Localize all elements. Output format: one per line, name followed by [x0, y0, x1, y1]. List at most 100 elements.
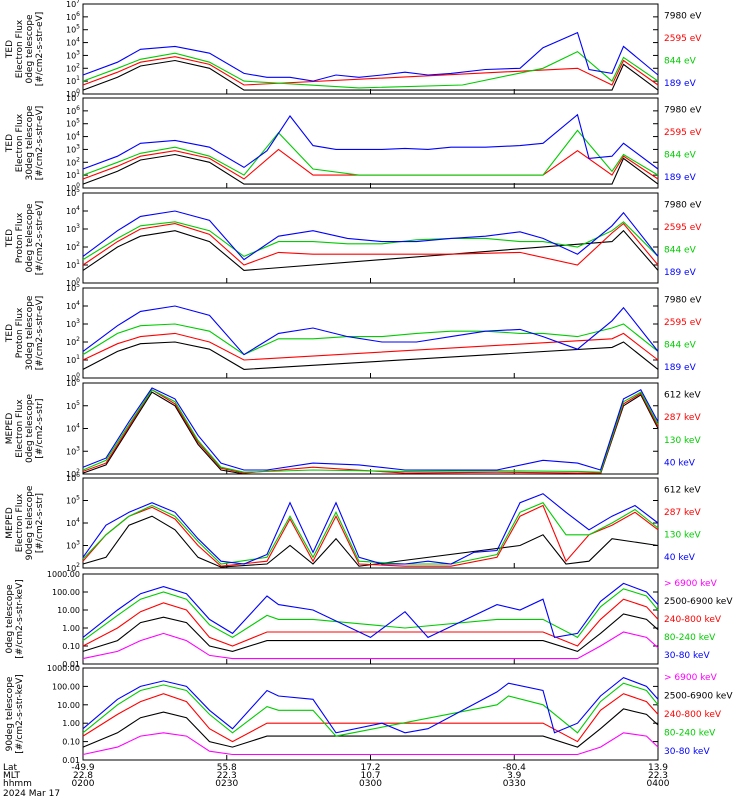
legend-entry: 30-80 keV	[664, 651, 710, 661]
panel-8: 1000.00 100.00 10.00 1.00 0.10 0.01 90deg tele…	[5, 664, 733, 765]
legend-entry: 189 eV	[664, 363, 697, 373]
legend-entry: 40 keV	[664, 553, 696, 563]
y-tick-label: 102	[66, 336, 80, 347]
series-line-30-80-kev	[82, 676, 659, 734]
y-tick-label: 1000.00	[47, 664, 80, 673]
y-axis-label: TED	[5, 40, 15, 59]
y-tick-label: 101	[66, 354, 80, 365]
y-tick-label: 10.00	[57, 606, 80, 615]
y-tick-label: 103	[66, 143, 80, 154]
series-line-80-240-kev	[82, 588, 659, 642]
y-tick-label: 102	[66, 241, 80, 252]
y-tick-label: 107	[66, 0, 80, 9]
footer-mlt: 3.9	[507, 771, 522, 781]
y-axis-label: [#/cm2-s-str-eV]	[35, 106, 45, 181]
y-axis-label: Proton Flux	[15, 307, 25, 358]
series-line-7980-ev	[82, 229, 659, 271]
footer-row-label: MLT	[3, 771, 21, 781]
y-axis-label: [#/cm2-s-str]	[35, 493, 45, 553]
y-tick-label: 105	[66, 495, 80, 506]
legend-entry: 844 eV	[664, 56, 697, 66]
legend-entry: 287 keV	[664, 508, 701, 518]
series-line-7980-ev	[82, 153, 659, 185]
y-axis-label: MEPED	[5, 413, 15, 445]
y-axis-label: MEPED	[5, 507, 15, 539]
footer-lat: 17.2	[360, 763, 380, 773]
legend-entry: 189 eV	[664, 79, 697, 89]
series-line-40-kev	[82, 387, 659, 471]
legend-entry: 7980 eV	[664, 105, 702, 115]
y-axis-label: [#/cm2-s-str-eV]	[35, 296, 45, 371]
y-tick-label: 105	[66, 187, 80, 198]
y-tick-label: 106	[66, 105, 80, 116]
y-axis-label: 0deg telescope	[5, 584, 15, 654]
footer-date: 2024 Mar 17	[3, 789, 60, 799]
legend-entry: 2595 eV	[664, 128, 702, 138]
y-axis-label: 90deg telescope	[5, 676, 15, 751]
series-line-287-kev	[82, 504, 659, 567]
y-axis-label: TED	[5, 134, 15, 153]
series-line-240-800-kev	[82, 693, 659, 743]
y-tick-label: 101	[66, 259, 80, 270]
legend-entry: 40 keV	[664, 459, 696, 469]
series-line-189-ev	[82, 305, 659, 356]
panel-5: 102 103 104 105 106 MEPED Electron Flux 0deg te…	[5, 377, 701, 479]
y-tick-label: 104	[66, 205, 80, 216]
y-axis-label: Electron Flux	[15, 399, 25, 458]
panel-3: 100 101 102 103 104 105 TED Proton Flux 0deg tel…	[5, 187, 702, 288]
panel-frame	[82, 287, 659, 379]
y-tick-label: 105	[66, 118, 80, 129]
legend-entry: 240-800 keV	[664, 615, 722, 625]
series-line-844-ev	[82, 50, 659, 89]
y-tick-label: 100	[66, 277, 80, 288]
series-line-2595-ev	[82, 148, 659, 180]
y-tick-label: 104	[66, 517, 80, 528]
legend-entry: 844 eV	[664, 340, 697, 350]
footer-hhmm: 0230	[215, 779, 238, 789]
y-tick-label: 102	[66, 468, 80, 479]
y-axis-label: 30deg telescope	[25, 295, 35, 370]
legend-entry: 189 eV	[664, 173, 697, 183]
legend-entry: 130 keV	[664, 530, 701, 540]
y-tick-label: 103	[66, 445, 80, 456]
footer-mlt: 22.8	[73, 771, 93, 781]
y-axis-label: 0deg telescope	[25, 203, 35, 273]
legend-entry: 130 keV	[664, 436, 701, 446]
y-axis-label: [#/cm2-s-str-eV]	[35, 12, 45, 87]
series-line-844-ev	[82, 221, 659, 261]
panel-6: 102 103 104 105 106 MEPED Electron Flux 90deg t…	[5, 472, 701, 573]
panel-frame	[82, 667, 659, 761]
footer-hhmm: 0400	[647, 779, 670, 789]
y-tick-label: 0.01	[62, 660, 80, 669]
y-axis-label: 0deg telescope	[25, 394, 35, 464]
legend-entry: 2500-6900 keV	[664, 692, 733, 702]
series-line-7980-ev	[82, 59, 659, 91]
panel-frame	[82, 97, 659, 189]
y-tick-label: 10.00	[57, 701, 80, 710]
y-tick-label: 100.00	[52, 682, 80, 691]
series-line-844-ev	[82, 129, 659, 176]
footer-mlt: 10.7	[360, 771, 380, 781]
footer-row-label: hhmm	[3, 779, 32, 789]
y-tick-label: 1.00	[62, 624, 80, 633]
legend-entry: 30-80 keV	[664, 747, 710, 757]
y-axis-label: TED	[5, 324, 15, 343]
series-line-2595-ev	[82, 332, 659, 361]
legend-entry: 2595 eV	[664, 223, 702, 233]
y-axis-label: 0deg telescope	[25, 14, 35, 84]
series-line-40-kev	[82, 493, 659, 565]
y-tick-label: 102	[66, 562, 80, 573]
footer-mlt: 22.3	[217, 771, 237, 781]
series-line-2500-6900-kev	[82, 613, 659, 653]
y-tick-label: 0.10	[62, 738, 80, 747]
series-line-612-kev	[82, 515, 659, 568]
y-tick-label: 0.01	[62, 756, 80, 765]
y-axis-label: [#/cm2-s-str-keV]	[15, 579, 25, 658]
legend-entry: 844 eV	[664, 150, 697, 160]
panel-frame	[82, 382, 659, 475]
series-line-30-80-kev	[82, 582, 659, 639]
panel-frame	[82, 573, 659, 665]
